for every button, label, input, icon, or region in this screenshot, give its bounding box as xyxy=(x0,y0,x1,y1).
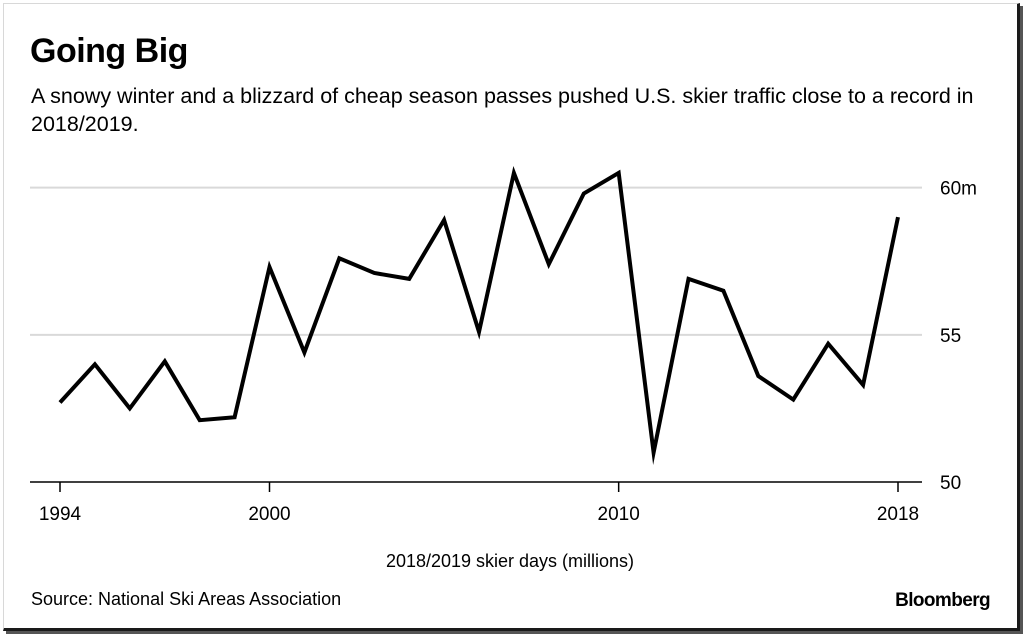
y-tick-label: 50 xyxy=(940,473,961,494)
data-point xyxy=(337,256,341,260)
x-tick-label: 2000 xyxy=(248,504,290,525)
data-point xyxy=(582,192,586,196)
data-point xyxy=(372,271,376,275)
line-chart: 50 55 60m 1994 2000 2010 2018 xyxy=(30,165,977,525)
data-point xyxy=(477,330,481,334)
data-point xyxy=(861,383,865,387)
data-point xyxy=(442,218,446,222)
data-point xyxy=(233,415,237,419)
x-tick-label: 2018 xyxy=(877,504,919,525)
x-tick-label: 1994 xyxy=(39,504,82,525)
data-point xyxy=(93,362,97,366)
data-point xyxy=(163,359,167,363)
chart-title: Going Big xyxy=(30,32,188,70)
bloomberg-logo: Bloomberg xyxy=(895,590,990,611)
data-point xyxy=(58,401,62,405)
axis-ticks xyxy=(59,482,899,492)
y-tick-label: 60m xyxy=(940,179,977,200)
series xyxy=(58,165,900,466)
series-line xyxy=(58,165,900,466)
chart-subtitle: A snowy winter and a blizzard of cheap s… xyxy=(31,84,974,136)
data-point xyxy=(268,265,272,269)
data-point xyxy=(791,398,795,402)
data-point xyxy=(198,418,202,422)
data-point xyxy=(826,342,830,346)
data-point xyxy=(128,406,132,410)
gridlines xyxy=(30,186,922,483)
data-point xyxy=(756,374,760,378)
x-axis-label: 2018/2019 skier days (millions) xyxy=(385,551,635,571)
data-point xyxy=(512,171,516,175)
data-point xyxy=(547,262,551,266)
data-point xyxy=(687,277,691,281)
data-point xyxy=(407,277,411,281)
tick-labels: 50 55 60m 1994 2000 2010 2018 xyxy=(39,179,977,525)
x-tick-label: 2010 xyxy=(598,504,640,525)
data-point xyxy=(896,215,900,219)
y-tick-label: 55 xyxy=(940,326,961,347)
data-point xyxy=(302,350,306,354)
chart-card xyxy=(3,3,1020,631)
data-point xyxy=(617,171,621,175)
data-point xyxy=(652,451,656,455)
data-point xyxy=(721,289,725,293)
source-note: Source: National Ski Areas Association xyxy=(31,589,342,609)
